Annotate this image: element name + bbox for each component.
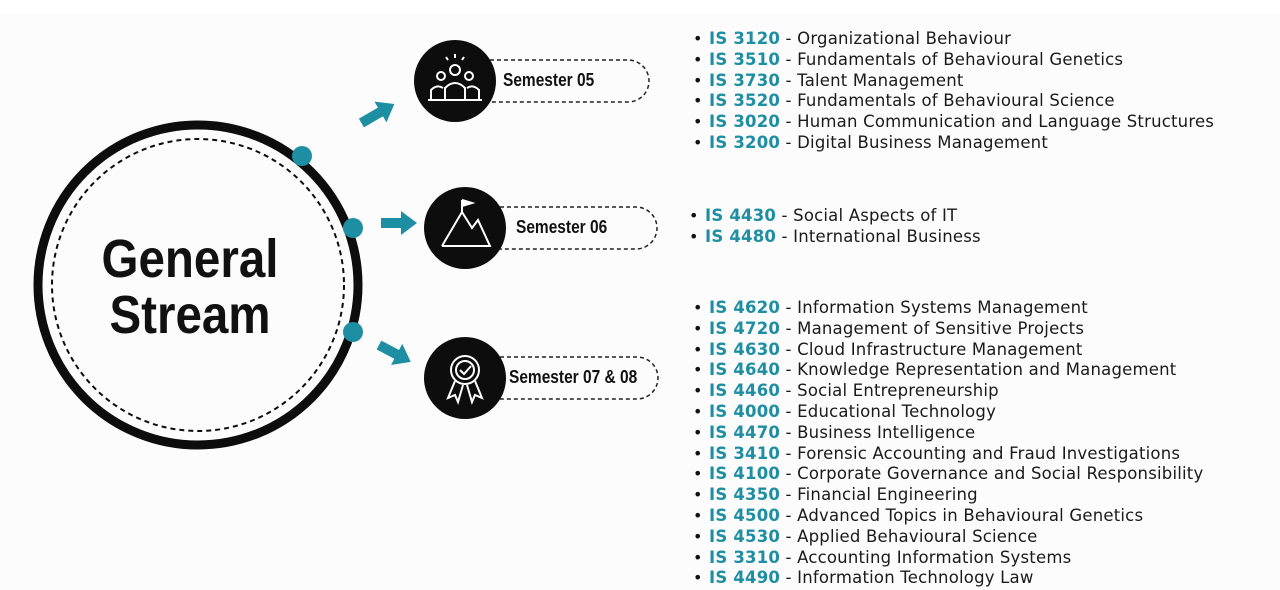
connector-dot-2	[343, 218, 363, 238]
course-name: International Business	[793, 226, 981, 246]
course-code: IS 4490	[709, 568, 781, 588]
course-item: IS 4530 - Applied Behavioural Science	[693, 527, 1203, 548]
course-item: IS 3310 - Accounting Information Systems	[693, 548, 1203, 569]
course-name: Information Technology Law	[797, 568, 1034, 588]
semester-06-course-list: IS 4430 - Social Aspects of ITIS 4480 - …	[689, 206, 981, 248]
course-name: Information Systems Management	[797, 298, 1088, 317]
semester-07-08-pill	[465, 356, 659, 400]
course-code: IS 4620	[709, 298, 781, 317]
course-item: IS 4470 - Business Intelligence	[693, 423, 1203, 444]
course-item: IS 4480 - International Business	[689, 227, 981, 248]
course-item: IS 4620 - Information Systems Management	[693, 298, 1203, 319]
course-name: Knowledge Representation and Management	[797, 360, 1177, 380]
course-name: Educational Technology	[797, 401, 997, 421]
course-code: IS 4100	[709, 464, 781, 484]
course-code: IS 4470	[709, 422, 781, 442]
award-badge-icon	[446, 355, 484, 405]
course-item: IS 4500 - Advanced Topics in Behavioural…	[693, 506, 1203, 527]
course-code: IS 4430	[705, 206, 777, 225]
semester-05-icon-disc	[414, 40, 496, 122]
semester-05-label: Semester 05	[503, 70, 595, 90]
connector-dot-1	[292, 146, 312, 166]
course-name: Digital Business Management	[797, 132, 1048, 152]
course-name: Fundamentals of Behavioural Genetics	[797, 49, 1124, 69]
course-name: Accounting Information Systems	[797, 547, 1072, 567]
course-item: IS 3730 - Talent Management	[693, 71, 1214, 92]
course-name: Forensic Accounting and Fraud Investigat…	[797, 443, 1181, 463]
course-name: Applied Behavioural Science	[797, 526, 1038, 546]
course-code: IS 3120	[709, 29, 781, 48]
stream-title-line-1: General	[101, 229, 279, 289]
course-item: IS 4460 - Social Entrepreneurship	[693, 381, 1203, 402]
course-code: IS 4640	[709, 360, 781, 380]
course-item: IS 4430 - Social Aspects of IT	[689, 206, 981, 227]
arrow-to-semester-05	[358, 101, 395, 128]
semester-06-pill	[465, 206, 658, 250]
course-name: Social Aspects of IT	[793, 206, 958, 225]
course-item: IS 4720 - Management of Sensitive Projec…	[693, 319, 1203, 340]
connector-dot-3	[343, 322, 363, 342]
course-name: Organizational Behaviour	[797, 29, 1012, 48]
semester-07-08-course-list: IS 4620 - Information Systems Management…	[693, 298, 1203, 589]
course-item: IS 4000 - Educational Technology	[693, 402, 1203, 423]
course-name: Advanced Topics in Behavioural Genetics	[797, 505, 1144, 525]
course-item: IS 4350 - Financial Engineering	[693, 485, 1203, 506]
stream-diagram	[33, 40, 659, 450]
course-code: IS 4350	[709, 485, 781, 505]
stream-outer-ring	[33, 120, 363, 450]
course-code: IS 3410	[709, 443, 781, 463]
semester-05-course-list: IS 3120 - Organizational BehaviourIS 351…	[693, 29, 1214, 154]
arrow-to-semester-06	[381, 211, 417, 235]
course-item: IS 3520 - Fundamentals of Behavioural Sc…	[693, 91, 1214, 112]
mountain-flag-icon	[441, 199, 492, 247]
semester-06-icon-disc	[424, 187, 506, 269]
course-name: Financial Engineering	[797, 485, 978, 505]
course-code: IS 3520	[709, 91, 781, 111]
semester-06-label: Semester 06	[516, 217, 608, 237]
course-code: IS 3510	[709, 49, 781, 69]
course-code: IS 3020	[709, 112, 781, 132]
course-code: IS 4720	[709, 318, 781, 338]
course-code: IS 4500	[709, 505, 781, 525]
course-code: IS 4460	[709, 381, 781, 401]
course-name: Fundamentals of Behavioural Science	[797, 91, 1115, 111]
course-item: IS 4490 - Information Technology Law	[693, 568, 1203, 589]
course-item: IS 4640 - Knowledge Representation and M…	[693, 360, 1203, 381]
course-name: Social Entrepreneurship	[797, 381, 999, 401]
course-code: IS 3310	[709, 547, 781, 567]
course-code: IS 3200	[709, 132, 781, 152]
semester-07-08-label: Semester 07 & 08	[509, 367, 638, 387]
course-item: IS 4100 - Corporate Governance and Socia…	[693, 464, 1203, 485]
course-name: Human Communication and Language Structu…	[797, 112, 1215, 132]
course-item: IS 3200 - Digital Business Management	[693, 133, 1214, 154]
arrow-to-semester-07-08	[376, 340, 411, 366]
diagram-canvas: General Stream Semester 05 Semester 06 S…	[0, 14, 1280, 590]
course-code: IS 4000	[709, 401, 781, 421]
team-people-icon	[428, 54, 482, 101]
course-code: IS 4480	[705, 226, 777, 246]
stream-title-line-2: Stream	[109, 285, 271, 345]
course-item: IS 3020 - Human Communication and Langua…	[693, 112, 1214, 133]
course-item: IS 4630 - Cloud Infrastructure Managemen…	[693, 340, 1203, 361]
course-name: Corporate Governance and Social Responsi…	[797, 464, 1204, 484]
stream-inner-dashed-ring	[51, 138, 345, 432]
semester-05-pill	[455, 59, 650, 103]
course-name: Business Intelligence	[797, 422, 976, 442]
course-code: IS 3730	[709, 70, 781, 90]
course-item: IS 3510 - Fundamentals of Behavioural Ge…	[693, 50, 1214, 71]
course-code: IS 4630	[709, 339, 781, 359]
course-name: Cloud Infrastructure Management	[797, 339, 1083, 359]
course-code: IS 4530	[709, 526, 781, 546]
course-name: Management of Sensitive Projects	[797, 318, 1085, 338]
course-item: IS 3410 - Forensic Accounting and Fraud …	[693, 444, 1203, 465]
course-item: IS 3120 - Organizational Behaviour	[693, 29, 1214, 50]
course-name: Talent Management	[797, 70, 964, 90]
